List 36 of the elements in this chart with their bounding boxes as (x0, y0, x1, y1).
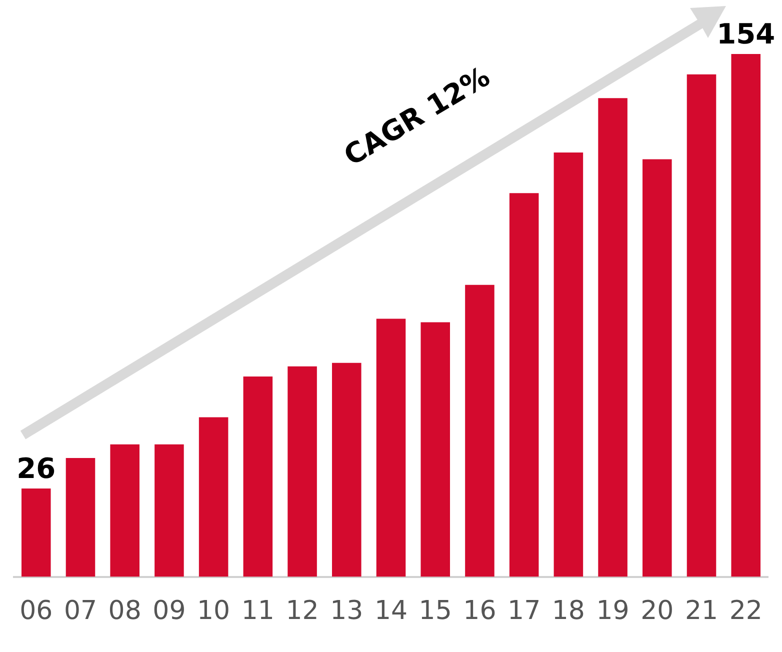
bar (598, 98, 628, 577)
x-tick-label: 22 (729, 596, 762, 626)
bar (66, 458, 96, 577)
x-tick-label: 09 (152, 596, 186, 626)
x-tick-label: 13 (330, 596, 364, 626)
bar (243, 376, 273, 577)
x-tick-label: 19 (596, 596, 630, 626)
x-tick-label: 16 (463, 596, 496, 626)
bar (465, 284, 494, 577)
bar (110, 444, 140, 577)
bar (686, 74, 716, 577)
x-tick-label: 17 (508, 596, 541, 626)
bar (198, 417, 228, 577)
x-tick-label: 12 (286, 596, 319, 626)
x-tick-label: 11 (241, 596, 274, 626)
x-tick-label: 21 (684, 596, 718, 626)
data-label: 26 (16, 452, 56, 485)
bar (642, 159, 672, 577)
x-tick-label: 14 (374, 596, 408, 626)
bar (509, 193, 539, 577)
data-label: 154 (716, 17, 776, 50)
x-tick-label: 07 (64, 596, 98, 626)
x-tick-label: 18 (552, 596, 585, 626)
x-tick-label: 08 (108, 596, 142, 626)
x-tick-label: 10 (197, 596, 230, 626)
x-tick-label: 06 (20, 596, 53, 626)
x-tick-label: 20 (640, 596, 674, 626)
bar (21, 488, 51, 577)
bar (376, 318, 406, 577)
bar (154, 444, 184, 577)
bar (288, 366, 317, 577)
bar (420, 322, 450, 577)
x-tick-label: 15 (418, 596, 452, 626)
bar (554, 152, 584, 577)
bar (731, 54, 761, 577)
bar (332, 362, 362, 577)
